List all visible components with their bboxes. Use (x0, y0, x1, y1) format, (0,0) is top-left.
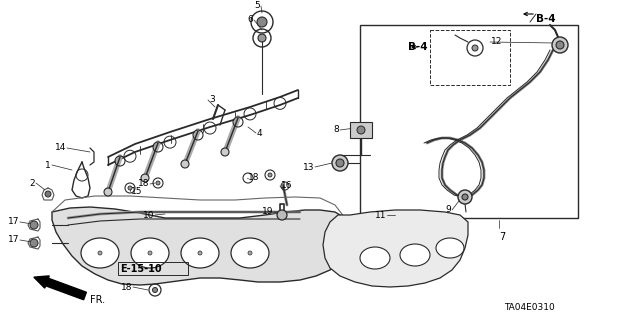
Circle shape (357, 126, 365, 134)
Text: 18: 18 (138, 180, 149, 189)
Circle shape (258, 34, 266, 42)
Circle shape (221, 148, 229, 156)
Circle shape (332, 155, 348, 171)
Circle shape (128, 186, 132, 190)
Text: 13: 13 (303, 162, 314, 172)
Text: 17: 17 (8, 235, 19, 244)
Text: 6: 6 (247, 16, 253, 25)
Ellipse shape (181, 238, 219, 268)
Text: E-15-10: E-15-10 (120, 264, 162, 274)
Text: B-4: B-4 (536, 14, 556, 24)
Circle shape (181, 160, 189, 168)
Circle shape (462, 194, 468, 200)
Circle shape (556, 41, 564, 49)
Circle shape (552, 37, 568, 53)
Text: 5: 5 (254, 2, 260, 11)
Ellipse shape (360, 247, 390, 269)
Text: 2: 2 (29, 179, 35, 188)
Text: 9: 9 (445, 205, 451, 214)
Circle shape (277, 210, 287, 220)
Text: 8: 8 (333, 125, 339, 135)
Polygon shape (52, 207, 350, 285)
FancyArrow shape (34, 276, 86, 300)
Text: 15: 15 (131, 187, 143, 196)
Text: 11: 11 (374, 211, 386, 219)
Circle shape (198, 251, 202, 255)
Text: FR.: FR. (90, 295, 105, 305)
Circle shape (248, 251, 252, 255)
Text: 14: 14 (54, 144, 66, 152)
Circle shape (257, 17, 267, 27)
Circle shape (104, 188, 112, 196)
Bar (350, 122, 372, 138)
Ellipse shape (400, 244, 430, 266)
Ellipse shape (81, 238, 119, 268)
Circle shape (336, 159, 344, 167)
Text: 1: 1 (45, 160, 51, 169)
Text: 19: 19 (262, 207, 273, 217)
Text: 3: 3 (209, 95, 215, 105)
Text: TA04E0310: TA04E0310 (504, 303, 555, 313)
Text: B-4: B-4 (408, 42, 428, 52)
Ellipse shape (436, 238, 464, 258)
Text: 18: 18 (248, 174, 259, 182)
Text: 17: 17 (8, 218, 19, 226)
Ellipse shape (131, 238, 169, 268)
Circle shape (268, 173, 272, 177)
Text: 16: 16 (281, 182, 292, 190)
Circle shape (152, 287, 157, 293)
Circle shape (45, 191, 51, 197)
Polygon shape (323, 210, 468, 287)
Circle shape (458, 190, 472, 204)
Circle shape (98, 251, 102, 255)
Text: 18: 18 (120, 283, 132, 292)
Bar (430, 30, 510, 85)
Circle shape (148, 251, 152, 255)
Circle shape (30, 221, 38, 229)
Bar (118, 262, 188, 275)
Text: 12: 12 (491, 38, 502, 47)
Ellipse shape (231, 238, 269, 268)
Text: 10: 10 (143, 211, 154, 219)
Circle shape (30, 239, 38, 247)
Circle shape (472, 45, 478, 51)
Circle shape (141, 174, 149, 182)
Text: 7: 7 (499, 232, 505, 242)
Circle shape (156, 181, 160, 185)
Text: 4: 4 (257, 129, 262, 137)
